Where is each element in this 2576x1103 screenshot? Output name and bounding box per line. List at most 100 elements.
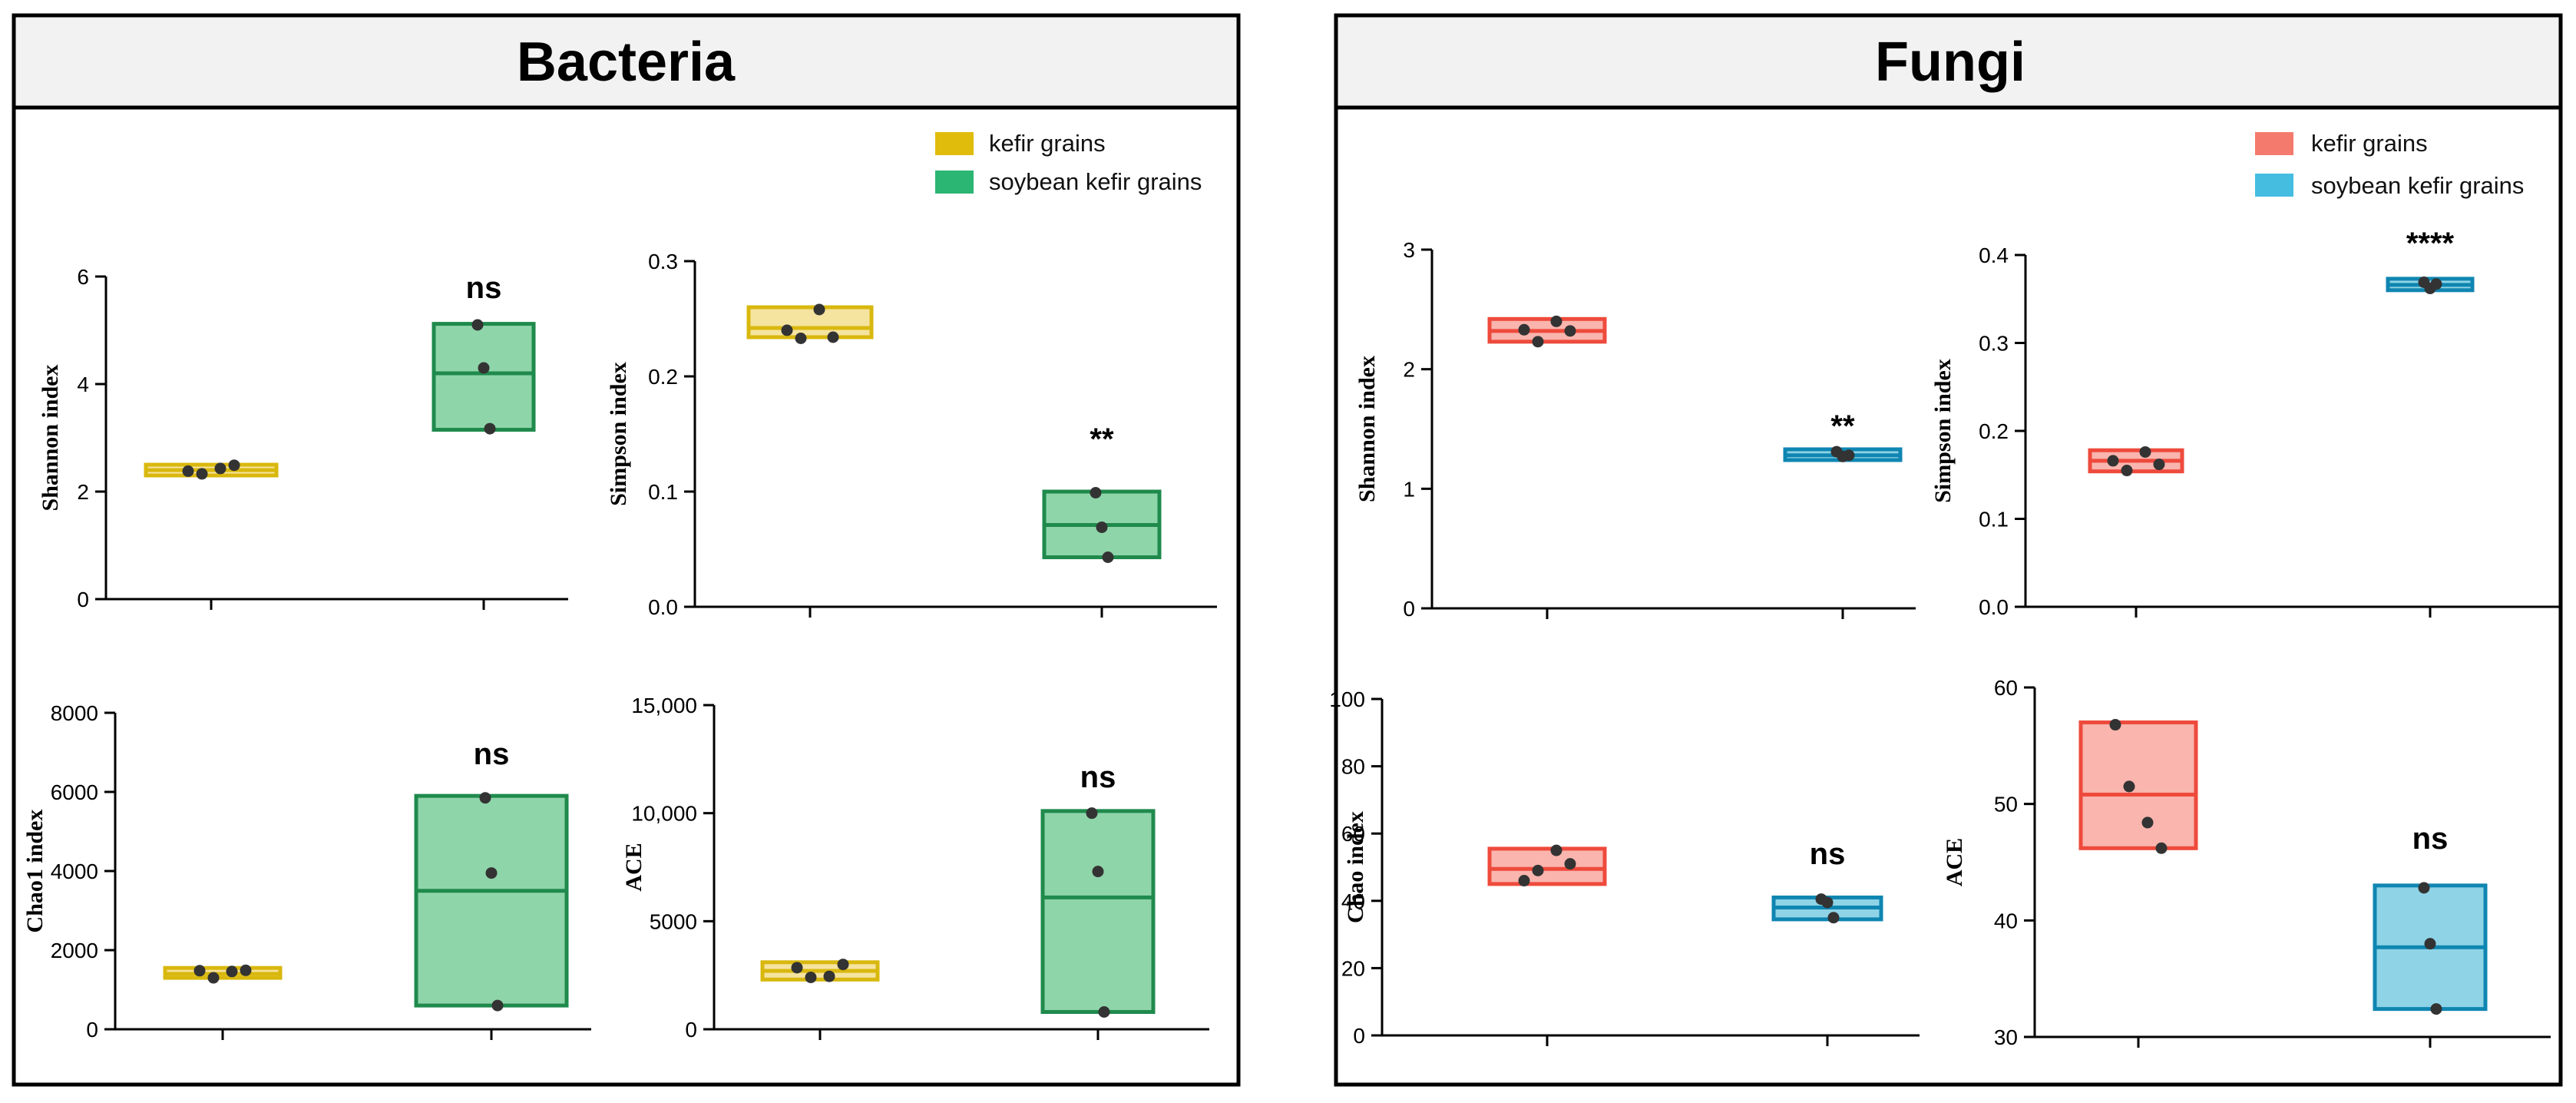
- significance-label: ns: [2412, 822, 2449, 856]
- significance-label: **: [1830, 409, 1855, 443]
- box-kefir: [1487, 846, 1607, 886]
- y-tick-label: 0.3: [1979, 332, 2009, 356]
- bacteria-legend-label-soy: soybean kefir grains: [989, 168, 1202, 195]
- y-tick-label: 0: [685, 1018, 697, 1042]
- y-tick-label: 15,000: [631, 694, 697, 717]
- box-soybean: [432, 322, 536, 432]
- data-point: [2155, 842, 2168, 854]
- y-tick-label: 0.1: [1979, 508, 2009, 532]
- plot-fungi-shannon-index: 0 1 2 3 Shannon index **: [1354, 238, 1916, 621]
- y-tick-label: 10,000: [631, 802, 697, 826]
- significance-label: ns: [474, 737, 510, 771]
- y-tick-label: 100: [1329, 687, 1365, 711]
- data-point: [781, 324, 793, 336]
- fungi-legend: kefir grains soybean kefir grains: [2255, 130, 2524, 199]
- data-point: [827, 331, 839, 343]
- bacteria-legend: kefir grains soybean kefir grains: [935, 130, 1202, 195]
- data-point: [226, 966, 238, 978]
- y-tick-label: 5000: [650, 909, 697, 933]
- plot-bacteria-chao1-index: 0 2000 4000 6000 8000 Chao1 index ns: [22, 701, 591, 1042]
- data-point: [1564, 325, 1576, 337]
- y-tick-label: 2: [1403, 358, 1415, 382]
- fungi-panel-title: Fungi: [1875, 31, 2025, 93]
- significance-label: ns: [1080, 760, 1116, 794]
- bacteria-legend-label-kefir: kefir grains: [989, 130, 1106, 157]
- data-point: [1518, 323, 1530, 336]
- data-point: [795, 333, 807, 344]
- data-point: [813, 303, 825, 316]
- significance-label: ns: [466, 271, 502, 305]
- y-axis-label: Simpson index: [606, 362, 631, 506]
- data-point: [2141, 816, 2154, 829]
- data-point: [491, 999, 504, 1012]
- data-point: [2430, 1003, 2442, 1015]
- data-point: [479, 792, 491, 804]
- data-point: [193, 965, 206, 977]
- plot-bacteria-shannon-index: 0 2 4 6 Shannon index ns: [38, 265, 568, 611]
- y-axis-label: Simpson index: [1930, 359, 1956, 503]
- box-soybean: [1040, 809, 1156, 1014]
- bacteria-panel-header: [12, 13, 1241, 110]
- plot-bacteria-ace: 0 5000 10,000 15,000 ACE ns: [621, 694, 1209, 1042]
- bacteria-legend-swatch-soy: [935, 171, 974, 194]
- data-point: [1518, 875, 1530, 887]
- y-tick-label: 4000: [51, 860, 98, 883]
- y-tick-label: 0: [77, 588, 89, 611]
- y-tick-label: 6000: [51, 780, 98, 804]
- y-tick-label: 0.3: [648, 250, 678, 273]
- y-axis-label: Chao1 index: [22, 810, 48, 933]
- data-point: [2139, 446, 2151, 458]
- data-point: [1098, 1005, 1110, 1018]
- data-point: [2107, 455, 2119, 467]
- data-point: [214, 462, 227, 475]
- plot-fungi-chao-index: 0 20 40 60 80 100 Chao index ns: [1329, 687, 1920, 1048]
- plot-fungi-simpson-index: 0.0 0.1 0.2 0.3 0.4 Simpson index ****: [1930, 227, 2561, 619]
- y-tick-label: 3: [1403, 238, 1415, 262]
- y-tick-label: 30: [1994, 1025, 2018, 1049]
- y-tick-label: 2000: [51, 939, 98, 962]
- data-point: [823, 970, 835, 982]
- data-point: [2424, 938, 2436, 950]
- y-tick-label: 40: [1341, 889, 1365, 913]
- y-tick-label: 0.1: [648, 480, 678, 504]
- significance-label: ns: [1810, 837, 1846, 871]
- y-tick-label: 0.4: [1979, 243, 2009, 267]
- data-point: [2418, 882, 2430, 894]
- y-tick-label: 80: [1341, 755, 1365, 779]
- plots-layer: 0 2 4 6 Shannon index ns 0.0 0.1 0.2 0.3 Simpson i…: [22, 227, 2561, 1049]
- data-point: [228, 459, 240, 472]
- y-tick-label: 60: [1994, 676, 2018, 700]
- fungi-panel-frame: [1334, 13, 2563, 1087]
- y-axis-label: Shannon index: [38, 365, 63, 512]
- data-point: [485, 867, 498, 879]
- bacteria-legend-swatch-kefir: [935, 132, 974, 155]
- data-point: [1532, 336, 1544, 348]
- data-point: [1532, 864, 1544, 876]
- plot-fungi-ace: 30 40 50 60 ACE ns: [1942, 676, 2551, 1049]
- data-point: [1092, 866, 1104, 878]
- y-axis-label: ACE: [621, 843, 646, 891]
- data-point: [1090, 487, 1102, 499]
- y-tick-label: 2: [77, 480, 89, 504]
- y-tick-label: 8000: [51, 701, 98, 725]
- fungi-legend-swatch-kefir: [2255, 132, 2293, 155]
- y-tick-label: 40: [1994, 909, 2018, 932]
- data-point: [1827, 912, 1840, 924]
- data-point: [1550, 844, 1562, 856]
- data-point: [2123, 780, 2135, 793]
- bacteria-panel-title: Bacteria: [517, 31, 736, 93]
- data-point: [805, 971, 817, 983]
- data-point: [182, 465, 194, 477]
- y-tick-label: 0: [86, 1018, 98, 1042]
- y-axis-label: Chao index: [1343, 811, 1368, 923]
- y-tick-label: 0.2: [648, 365, 678, 389]
- box-kefir: [2078, 720, 2198, 850]
- y-tick-label: 0.0: [1979, 595, 2009, 619]
- data-point: [478, 362, 490, 374]
- y-tick-label: 0.0: [648, 595, 678, 619]
- y-tick-label: 50: [1994, 793, 2018, 816]
- fungi-legend-swatch-soy: [2255, 174, 2293, 197]
- data-point: [2109, 719, 2121, 731]
- significance-label: **: [1090, 422, 1114, 456]
